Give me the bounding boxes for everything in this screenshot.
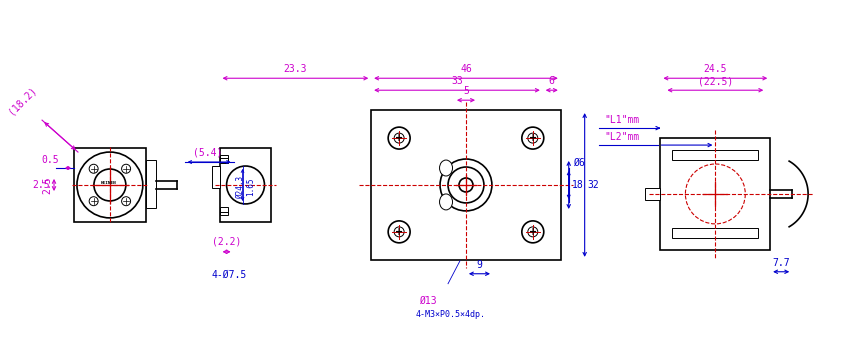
Bar xyxy=(371,110,561,260)
Bar xyxy=(219,148,271,222)
Circle shape xyxy=(94,169,126,201)
Text: (18.2): (18.2) xyxy=(6,84,38,116)
Text: 7.7: 7.7 xyxy=(773,258,790,268)
Text: 6: 6 xyxy=(549,76,555,86)
Text: +: + xyxy=(395,133,403,143)
Text: +: + xyxy=(529,227,537,237)
Text: 32: 32 xyxy=(587,180,599,190)
Text: Ø24.3: Ø24.3 xyxy=(236,175,245,198)
Bar xyxy=(219,207,228,215)
Text: "L1"mm: "L1"mm xyxy=(604,115,640,125)
Circle shape xyxy=(122,164,131,173)
Text: (2.2): (2.2) xyxy=(212,237,241,247)
Text: HEINEN: HEINEN xyxy=(101,181,116,185)
Text: Ø13: Ø13 xyxy=(419,296,437,306)
Circle shape xyxy=(122,197,131,206)
Text: 24.5: 24.5 xyxy=(704,64,727,74)
Circle shape xyxy=(448,167,484,203)
Text: 18: 18 xyxy=(572,180,583,190)
Circle shape xyxy=(388,221,410,243)
Circle shape xyxy=(528,227,538,237)
Ellipse shape xyxy=(439,160,452,176)
Bar xyxy=(660,138,770,250)
Circle shape xyxy=(89,164,98,173)
Text: +: + xyxy=(395,227,403,237)
Circle shape xyxy=(77,152,143,218)
Text: 1.65: 1.65 xyxy=(246,178,255,196)
Text: 4-M3×P0.5×4dp.: 4-M3×P0.5×4dp. xyxy=(416,310,486,318)
Circle shape xyxy=(394,227,404,237)
Circle shape xyxy=(89,197,98,206)
Circle shape xyxy=(522,221,544,243)
Text: 2.5: 2.5 xyxy=(42,176,52,194)
Circle shape xyxy=(459,178,473,192)
Circle shape xyxy=(394,133,404,143)
Text: 5: 5 xyxy=(463,86,469,96)
Circle shape xyxy=(522,127,544,149)
Bar xyxy=(672,150,758,160)
Circle shape xyxy=(388,127,410,149)
Text: 2.5: 2.5 xyxy=(32,180,49,190)
Bar xyxy=(644,188,660,200)
Circle shape xyxy=(440,159,492,211)
Circle shape xyxy=(528,133,538,143)
Circle shape xyxy=(227,166,264,204)
Text: 33: 33 xyxy=(451,76,463,86)
Bar xyxy=(219,155,228,163)
Circle shape xyxy=(685,164,745,224)
Text: 9: 9 xyxy=(477,260,483,270)
Bar xyxy=(146,160,156,208)
Text: 23.3: 23.3 xyxy=(284,64,307,74)
Bar xyxy=(74,148,146,222)
Ellipse shape xyxy=(439,194,452,210)
Text: 46: 46 xyxy=(460,64,472,74)
Text: Ø6: Ø6 xyxy=(573,158,585,168)
Text: (22.5): (22.5) xyxy=(698,76,733,86)
Text: (5.4): (5.4) xyxy=(193,147,223,157)
Text: 4-Ø7.5: 4-Ø7.5 xyxy=(212,270,247,280)
Bar xyxy=(672,228,758,238)
Text: "L2"mm: "L2"mm xyxy=(604,132,640,142)
Text: +: + xyxy=(529,133,537,143)
Text: 0.5: 0.5 xyxy=(41,155,59,165)
Bar xyxy=(212,166,219,188)
